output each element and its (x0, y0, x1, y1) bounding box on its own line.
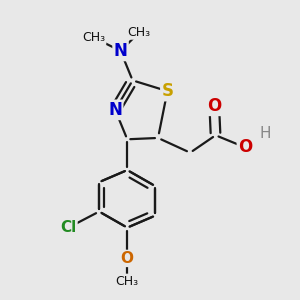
Text: CH₃: CH₃ (82, 31, 105, 44)
Text: O: O (121, 251, 134, 266)
Text: N: N (108, 101, 122, 119)
Text: Cl: Cl (60, 220, 76, 235)
Text: CH₃: CH₃ (128, 26, 151, 39)
Text: O: O (238, 138, 252, 156)
Text: N: N (114, 42, 128, 60)
Text: O: O (207, 97, 221, 115)
Text: H: H (260, 126, 271, 141)
Text: S: S (161, 82, 173, 100)
Text: CH₃: CH₃ (116, 275, 139, 288)
